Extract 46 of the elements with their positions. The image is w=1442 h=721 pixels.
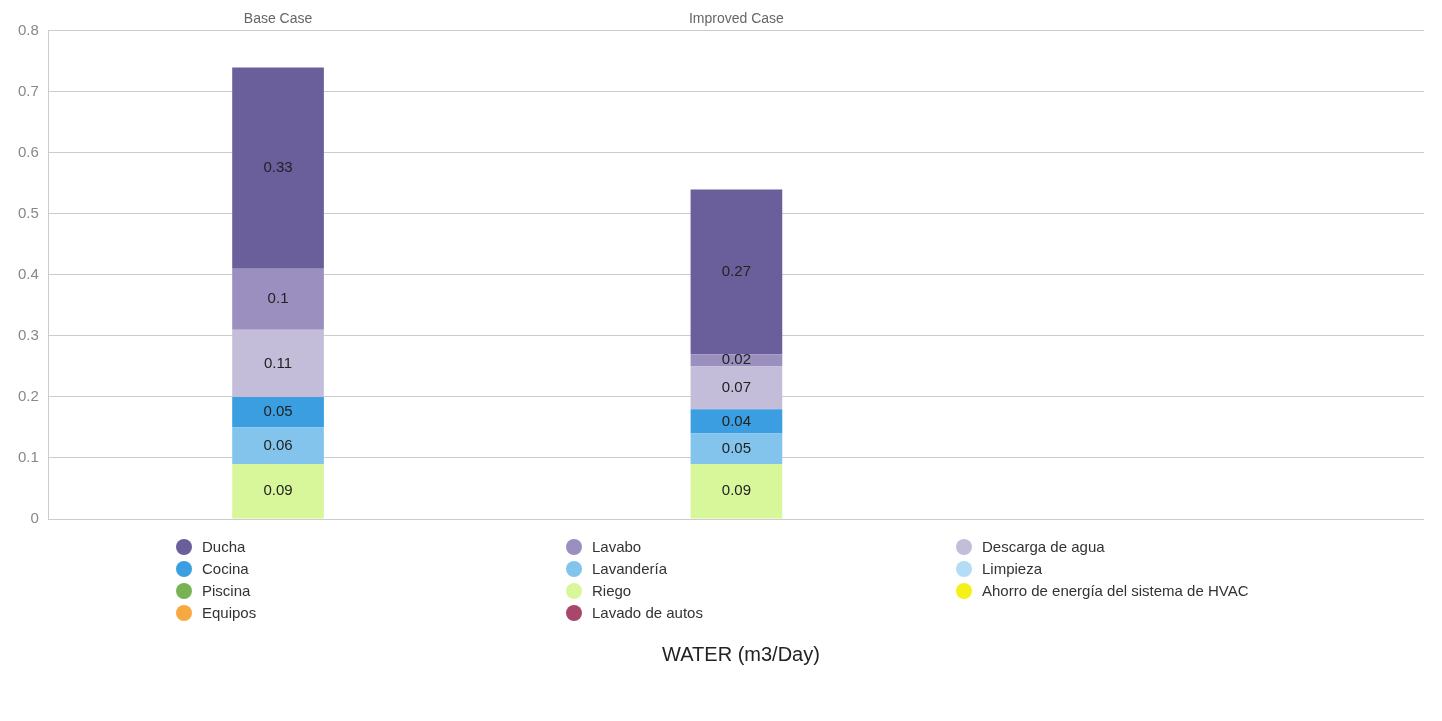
legend-label: Ducha [202, 538, 246, 555]
legend-label: Lavandería [592, 560, 668, 577]
data-label: 0.09 [721, 481, 752, 499]
legend-label: Lavabo [592, 538, 642, 555]
data-label: 0.33 [263, 158, 293, 176]
data-label: 0.09 [263, 481, 293, 499]
y-tick-label: 0.3 [17, 326, 39, 344]
data-label: 0.07 [721, 377, 752, 395]
bar [232, 329, 324, 397]
y-tick-label: 0.6 [17, 142, 39, 160]
legend-label: Descarga de agua [982, 538, 1105, 555]
y-tick-label: 0.7 [17, 81, 39, 99]
bar [690, 366, 783, 410]
y-tick-label: 0.1 [17, 448, 39, 466]
data-label: 0.05 [263, 402, 293, 420]
y-tick-label: 0 [30, 509, 39, 527]
y-tick-label: 0.4 [17, 265, 39, 283]
bar [232, 396, 324, 428]
bar [690, 433, 783, 465]
bar [232, 67, 324, 269]
bar [690, 464, 783, 519]
text: WATER (m3/Day) [661, 643, 821, 666]
legend-label: Lavado de autos [592, 604, 703, 621]
x-tick-label: Improved Case [688, 10, 785, 27]
legend-label: Riego [592, 582, 632, 599]
data-label: 0.11 [264, 353, 293, 371]
data-label: 0.27 [721, 261, 752, 279]
data-label: 0.02 [721, 350, 752, 368]
y-tick-label: 0.5 [17, 204, 39, 222]
bar [232, 427, 324, 465]
data-label: 0.1 [267, 289, 289, 307]
legend-label: Cocina [202, 560, 249, 577]
data-label: 0.04 [721, 411, 752, 429]
legend-label: Piscina [202, 582, 251, 599]
y-tick-label: 0.8 [17, 20, 39, 38]
y-tick-label: 0.2 [17, 387, 39, 405]
legend-label: Ahorro de energía del sistema de HVAC [982, 582, 1249, 599]
x-tick-label: Base Case [243, 10, 313, 27]
legend-label: Limpieza [982, 560, 1043, 577]
bar [690, 189, 783, 355]
bar [232, 268, 324, 330]
legend-label: Equipos [202, 604, 257, 621]
data-label: 0.05 [721, 438, 752, 456]
bar [690, 409, 783, 434]
bar [232, 464, 324, 519]
data-label: 0.06 [263, 435, 293, 453]
